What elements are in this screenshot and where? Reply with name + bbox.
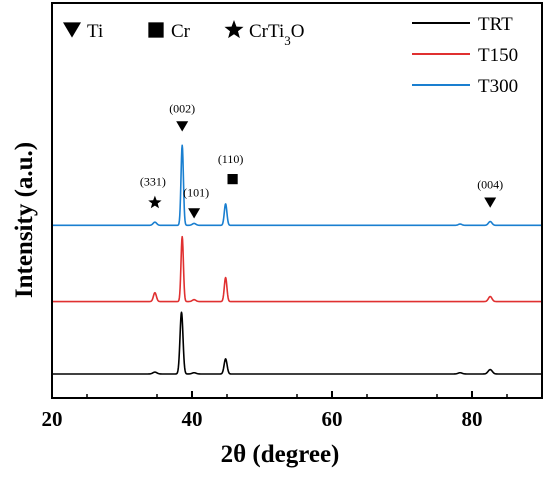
x-tick-label: 80 xyxy=(462,407,483,431)
peak-label: (002) xyxy=(169,101,195,115)
peak-label: (110) xyxy=(218,152,244,166)
peak-triangle-icon xyxy=(188,208,201,219)
x-tick-label: 40 xyxy=(182,407,203,431)
legend-label: T300 xyxy=(478,76,518,97)
peak-square-icon xyxy=(227,174,238,185)
x-tick-label: 20 xyxy=(42,407,63,431)
phase-key-label: CrTi3O xyxy=(249,21,304,48)
x-axis: 20 40 60 80 xyxy=(42,391,508,431)
phase-key-star-icon xyxy=(224,20,244,39)
phase-key-square-icon xyxy=(148,22,164,38)
peak-label: (004) xyxy=(477,178,503,192)
phase-key: Ti Cr CrTi3O xyxy=(63,20,304,48)
series-layer xyxy=(51,144,543,375)
peak-triangle-icon xyxy=(484,197,497,208)
y-axis-title: Intensity (a.u.) xyxy=(11,142,38,298)
phase-key-label: Cr xyxy=(171,21,191,42)
peak-label: (101) xyxy=(183,185,209,199)
peak-star-icon xyxy=(148,195,162,209)
legend-label: TRT xyxy=(478,14,513,35)
peak-annotations: (002) (331) (101) (110) (004) xyxy=(140,101,503,219)
x-axis-title: 2θ (degree) xyxy=(221,441,340,468)
phase-key-triangle-down-icon xyxy=(63,22,81,38)
peak-triangle-icon xyxy=(176,121,189,132)
phase-key-label: Ti xyxy=(87,21,103,42)
legend: TRT T150 T300 xyxy=(412,14,518,97)
legend-label: T150 xyxy=(478,45,518,66)
peak-label: (331) xyxy=(140,175,166,189)
series-line-t300 xyxy=(51,144,543,227)
plot-frame xyxy=(51,2,543,399)
series-line-trt xyxy=(51,311,543,375)
x-tick-label: 60 xyxy=(322,407,343,431)
series-line-t150 xyxy=(51,235,543,303)
